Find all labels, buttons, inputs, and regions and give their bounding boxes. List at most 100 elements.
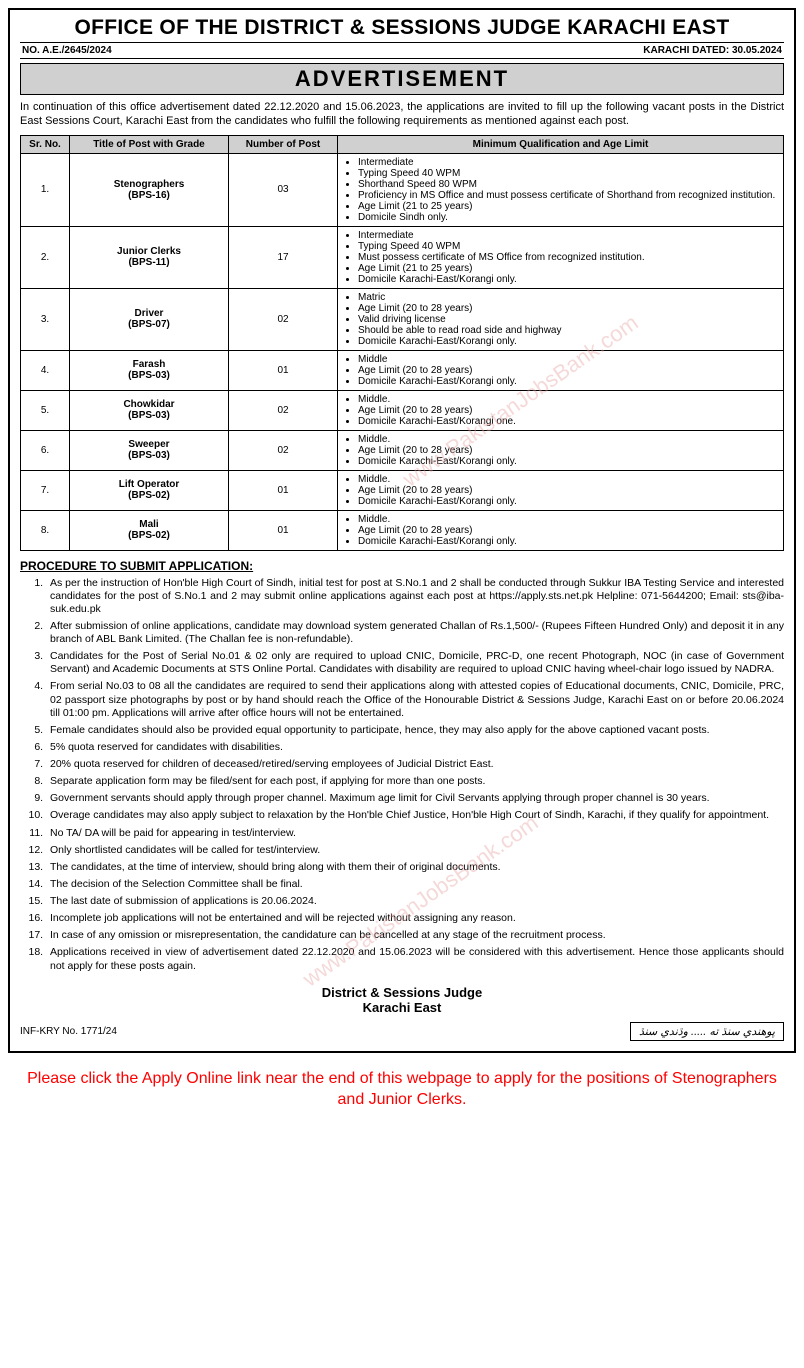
intro-paragraph: In continuation of this office advertise…: [20, 101, 784, 129]
procedure-item: In case of any omission or misrepresenta…: [46, 929, 784, 942]
qualification-item: Middle.: [358, 434, 779, 445]
qualification-item: Middle.: [358, 394, 779, 405]
signoff-line1: District & Sessions Judge: [20, 985, 784, 1001]
qualification-item: Intermediate: [358, 157, 779, 168]
qualification-item: Domicile Karachi-East/Korangi only.: [358, 496, 779, 507]
cell-sr: 1.: [21, 153, 70, 226]
qualification-item: Age Limit (20 to 28 years): [358, 445, 779, 456]
qualification-item: Intermediate: [358, 230, 779, 241]
qualification-item: Middle.: [358, 474, 779, 485]
procedure-item: Government servants should apply through…: [46, 792, 784, 805]
procedure-item: 20% quota reserved for children of decea…: [46, 758, 784, 771]
cell-post-count: 02: [229, 430, 338, 470]
procedure-item: Separate application form may be filed/s…: [46, 775, 784, 788]
cell-sr: 8.: [21, 510, 70, 550]
procedure-item: Overage candidates may also apply subjec…: [46, 809, 784, 822]
procedure-item: From serial No.03 to 08 all the candidat…: [46, 680, 784, 719]
table-row: 4.Farash(BPS-03)01MiddleAge Limit (20 to…: [21, 350, 784, 390]
cell-post-title: Driver(BPS-07): [70, 288, 229, 350]
qualification-item: Typing Speed 40 WPM: [358, 241, 779, 252]
advertisement-label: ADVERTISEMENT: [20, 63, 784, 95]
table-row: 3.Driver(BPS-07)02 MatricAge Limit (20 to…: [21, 288, 784, 350]
procedure-item: The candidates, at the time of interview…: [46, 861, 784, 874]
cell-post-count: 01: [229, 470, 338, 510]
qualification-item: Age Limit (20 to 28 years): [358, 485, 779, 496]
qualification-item: Valid driving license: [358, 314, 779, 325]
cell-sr: 5.: [21, 390, 70, 430]
procedure-item: Candidates for the Post of Serial No.01 …: [46, 650, 784, 676]
col-header-sr: Sr. No.: [21, 135, 70, 153]
procedure-item: As per the instruction of Hon'ble High C…: [46, 577, 784, 616]
qualification-item: Domicile Sindh only.: [358, 212, 779, 223]
qualification-item: Domicile Karachi-East/Korangi only.: [358, 376, 779, 387]
cell-sr: 6.: [21, 430, 70, 470]
apply-online-note: Please click the Apply Online link near …: [0, 1061, 804, 1125]
procedure-item: After submission of online applications,…: [46, 620, 784, 646]
cell-qualification: Middle.Age Limit (20 to 28 years)Domicil…: [338, 390, 784, 430]
table-row: 8.Mali(BPS-02)01Middle.Age Limit (20 to …: [21, 510, 784, 550]
reference-number: NO. A.E./2645/2024: [22, 45, 112, 56]
qualification-item: Age Limit (20 to 28 years): [358, 405, 779, 416]
qualification-item: Age Limit (20 to 28 years): [358, 525, 779, 536]
qualification-item: Typing Speed 40 WPM: [358, 168, 779, 179]
table-header-row: Sr. No. Title of Post with Grade Number …: [21, 135, 784, 153]
qualification-item: Middle: [358, 354, 779, 365]
cell-post-count: 02: [229, 390, 338, 430]
qualification-item: Proficiency in MS Office and must posses…: [358, 190, 779, 201]
qualification-item: Matric: [358, 292, 779, 303]
procedure-item: Female candidates should also be provide…: [46, 724, 784, 737]
posts-table: Sr. No. Title of Post with Grade Number …: [20, 135, 784, 551]
inf-number: INF-KRY No. 1771/24: [20, 1026, 117, 1037]
col-header-title: Title of Post with Grade: [70, 135, 229, 153]
procedure-item: Applications received in view of adverti…: [46, 946, 784, 972]
procedure-heading: PROCEDURE TO SUBMIT APPLICATION:: [20, 559, 784, 573]
divider: [20, 58, 784, 59]
table-row: 5.Chowkidar(BPS-03)02Middle.Age Limit (2…: [21, 390, 784, 430]
table-row: 6.Sweeper(BPS-03)02Middle.Age Limit (20 …: [21, 430, 784, 470]
qualification-item: Age Limit (20 to 28 years): [358, 303, 779, 314]
cell-post-title: Junior Clerks(BPS-11): [70, 226, 229, 288]
cell-post-count: 03: [229, 153, 338, 226]
procedure-item: No TA/ DA will be paid for appearing in …: [46, 827, 784, 840]
procedure-item: The last date of submission of applicati…: [46, 895, 784, 908]
cell-qualification: Middle.Age Limit (20 to 28 years)Domicil…: [338, 470, 784, 510]
divider: [20, 42, 784, 43]
table-row: 7.Lift Operator(BPS-02)01Middle.Age Limi…: [21, 470, 784, 510]
cell-post-count: 17: [229, 226, 338, 288]
table-row: 2.Junior Clerks(BPS-11)17IntermediateTyp…: [21, 226, 784, 288]
qualification-item: Domicile Karachi-East/Korangi only.: [358, 336, 779, 347]
qualification-item: Domicile Karachi-East/Korangi one.: [358, 416, 779, 427]
procedure-item: The decision of the Selection Committee …: [46, 878, 784, 891]
table-row: 1.Stenographers(BPS-16)03 IntermediateTyp…: [21, 153, 784, 226]
cell-post-count: 02: [229, 288, 338, 350]
procedure-list: As per the instruction of Hon'ble High C…: [20, 577, 784, 973]
qualification-item: Shorthand Speed 80 WPM: [358, 179, 779, 190]
qualification-item: Age Limit (20 to 28 years): [358, 365, 779, 376]
cell-sr: 4.: [21, 350, 70, 390]
cell-post-count: 01: [229, 350, 338, 390]
cell-post-title: Farash(BPS-03): [70, 350, 229, 390]
cell-post-title: Stenographers(BPS-16): [70, 153, 229, 226]
qualification-item: Middle.: [358, 514, 779, 525]
cell-qualification: IntermediateTyping Speed 40 WPMMust poss…: [338, 226, 784, 288]
reference-row: NO. A.E./2645/2024 KARACHI DATED: 30.05.…: [20, 45, 784, 56]
footer-row: INF-KRY No. 1771/24 پوهندي سنڌ ته ..... …: [20, 1022, 784, 1041]
qualification-item: Domicile Karachi-East/Korangi only.: [358, 456, 779, 467]
dated-text: KARACHI DATED: 30.05.2024: [643, 45, 782, 56]
col-header-num: Number of Post: [229, 135, 338, 153]
cell-post-title: Lift Operator(BPS-02): [70, 470, 229, 510]
signoff-block: District & Sessions Judge Karachi East: [20, 985, 784, 1016]
cell-sr: 3.: [21, 288, 70, 350]
page-container: www.PakistanJobsBank.com www.PakistanJob…: [0, 8, 804, 1124]
qualification-item: Must possess certificate of MS Office fr…: [358, 252, 779, 263]
qualification-item: Domicile Karachi-East/Korangi only.: [358, 274, 779, 285]
document-border: OFFICE OF THE DISTRICT & SESSIONS JUDGE …: [8, 8, 796, 1053]
office-title: OFFICE OF THE DISTRICT & SESSIONS JUDGE …: [20, 16, 784, 40]
procedure-item: Only shortlisted candidates will be call…: [46, 844, 784, 857]
cell-qualification: Middle.Age Limit (20 to 28 years)Domicil…: [338, 510, 784, 550]
cell-post-title: Chowkidar(BPS-03): [70, 390, 229, 430]
sindhi-slogan: پوهندي سنڌ ته ..... وڌندي سنڌ: [630, 1022, 784, 1041]
cell-qualification: Middle.Age Limit (20 to 28 years)Domicil…: [338, 430, 784, 470]
qualification-item: Age Limit (21 to 25 years): [358, 263, 779, 274]
cell-qualification: MiddleAge Limit (20 to 28 years)Domicile…: [338, 350, 784, 390]
